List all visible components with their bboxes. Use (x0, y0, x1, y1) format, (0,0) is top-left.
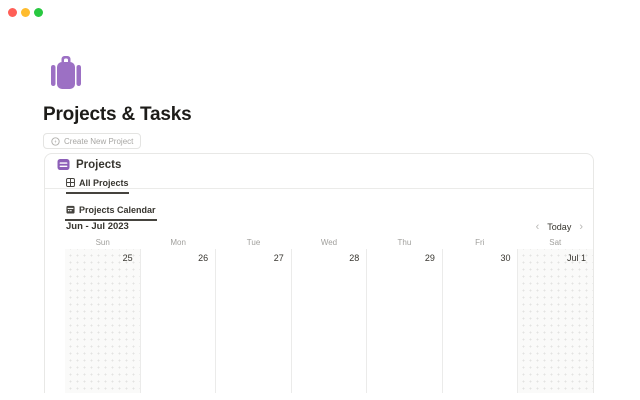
calendar-day-cell[interactable]: 30 (441, 249, 518, 393)
calendar-day-cell[interactable]: 29 (366, 249, 442, 393)
projects-database-card: Projects All Projects Projects Calendar … (44, 153, 594, 393)
view-tab-projects-calendar[interactable]: Projects Calendar (65, 203, 157, 221)
prev-month-icon[interactable]: ‹ (535, 220, 540, 233)
next-month-icon[interactable]: › (579, 220, 583, 233)
day-number: 27 (273, 253, 284, 263)
weekday-label: Fri (475, 238, 485, 247)
day-number: Jul 1 (567, 253, 587, 263)
calendar-day-cell[interactable]: 26 (139, 249, 216, 393)
calendar-day-cell[interactable]: 25 (65, 249, 140, 393)
calendar-header: Jun - Jul 2023 ‹ Today › (66, 221, 583, 232)
view-tab-row: Projects Calendar (65, 201, 157, 221)
today-button[interactable]: Today (547, 221, 572, 232)
calendar-range-label: Jun - Jul 2023 (66, 221, 129, 232)
database-icon (57, 159, 70, 170)
calendar-day-cell[interactable]: Jul 1 (517, 249, 594, 393)
close-window-button[interactable] (8, 8, 17, 17)
database-tab-row: All Projects (66, 174, 129, 194)
weekday-label: Thu (397, 238, 412, 247)
create-new-project-label: Create New Project (64, 136, 134, 146)
table-view-icon (66, 178, 75, 187)
day-number: 30 (500, 253, 511, 263)
calendar-nav: ‹ Today › (535, 220, 583, 233)
weekday-label: Mon (170, 238, 186, 247)
tab-all-projects[interactable]: All Projects (66, 178, 129, 194)
calendar-grid: 25 26 27 28 29 30 Jul 1 (65, 249, 594, 393)
weekday-label: Wed (320, 238, 338, 247)
weekday-header-row: Sun Mon Tue Wed Thu Fri Sat (65, 238, 593, 247)
view-tab-projects-calendar-label: Projects Calendar (79, 204, 156, 215)
weekday-label: Sun (95, 238, 110, 247)
day-number: 26 (198, 253, 209, 263)
calendar-icon (66, 205, 75, 214)
create-new-project-button[interactable]: Create New Project (43, 133, 142, 149)
database-header[interactable]: Projects (57, 158, 121, 171)
page-title: Projects & Tasks (43, 104, 192, 125)
window-controls (8, 8, 43, 17)
briefcase-icon (51, 56, 81, 89)
lightning-circle-icon (51, 136, 60, 146)
zoom-window-button[interactable] (34, 8, 43, 17)
day-number: 29 (424, 253, 435, 263)
tab-all-projects-label: All Projects (79, 177, 129, 188)
calendar-day-cell[interactable]: 27 (215, 249, 291, 393)
day-number: 25 (122, 253, 133, 263)
database-title: Projects (76, 158, 122, 171)
calendar-day-cell[interactable]: 28 (290, 249, 367, 393)
weekday-label: Tue (246, 238, 261, 247)
weekday-label: Sat (549, 238, 562, 247)
tab-divider (45, 188, 593, 189)
day-number: 28 (349, 253, 360, 263)
minimize-window-button[interactable] (21, 8, 30, 17)
